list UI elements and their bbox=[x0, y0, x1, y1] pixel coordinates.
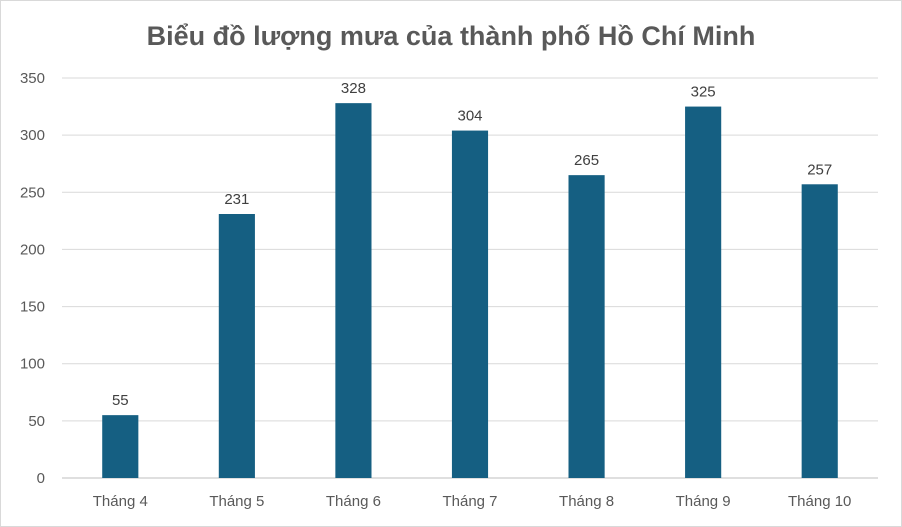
x-tick-label: Tháng 4 bbox=[93, 493, 148, 510]
y-tick-label: 300 bbox=[20, 127, 45, 144]
y-axis-ticks: 0 50 100 150 200 250 300 350 bbox=[20, 70, 45, 487]
data-labels: 55 231 328 304 265 325 257 bbox=[112, 80, 832, 409]
data-label: 55 bbox=[112, 392, 129, 409]
bar bbox=[801, 184, 838, 479]
x-axis-ticks: Tháng 4 Tháng 5 Tháng 6 Tháng 7 Tháng 8 Tháng… bbox=[93, 493, 852, 510]
data-label: 328 bbox=[341, 80, 366, 97]
x-tick-label: Tháng 5 bbox=[209, 493, 264, 510]
y-tick-label: 0 bbox=[37, 470, 45, 487]
bars bbox=[102, 103, 838, 479]
chart-title: Biểu đồ lượng mưa của thành phố Hồ Chí M… bbox=[147, 21, 756, 51]
y-tick-label: 250 bbox=[20, 184, 45, 201]
bar bbox=[451, 130, 489, 479]
bar bbox=[102, 415, 139, 478]
y-tick-label: 150 bbox=[20, 299, 45, 316]
y-tick-label: 350 bbox=[20, 70, 45, 87]
data-label: 304 bbox=[457, 108, 482, 125]
y-tick-label: 100 bbox=[20, 356, 45, 373]
x-tick-label: Tháng 7 bbox=[442, 493, 497, 510]
x-tick-label: Tháng 6 bbox=[326, 493, 381, 510]
bar bbox=[335, 103, 372, 479]
bar bbox=[568, 175, 605, 478]
y-tick-label: 50 bbox=[28, 413, 45, 430]
data-label: 257 bbox=[807, 161, 832, 178]
data-label: 325 bbox=[691, 84, 716, 101]
data-label: 265 bbox=[574, 152, 599, 169]
x-tick-label: Tháng 10 bbox=[788, 493, 851, 510]
data-label: 231 bbox=[224, 191, 249, 208]
x-tick-label: Tháng 8 bbox=[559, 493, 614, 510]
y-tick-label: 200 bbox=[20, 241, 45, 258]
x-tick-label: Tháng 9 bbox=[676, 493, 731, 510]
bar bbox=[218, 214, 255, 478]
bar bbox=[685, 106, 722, 479]
